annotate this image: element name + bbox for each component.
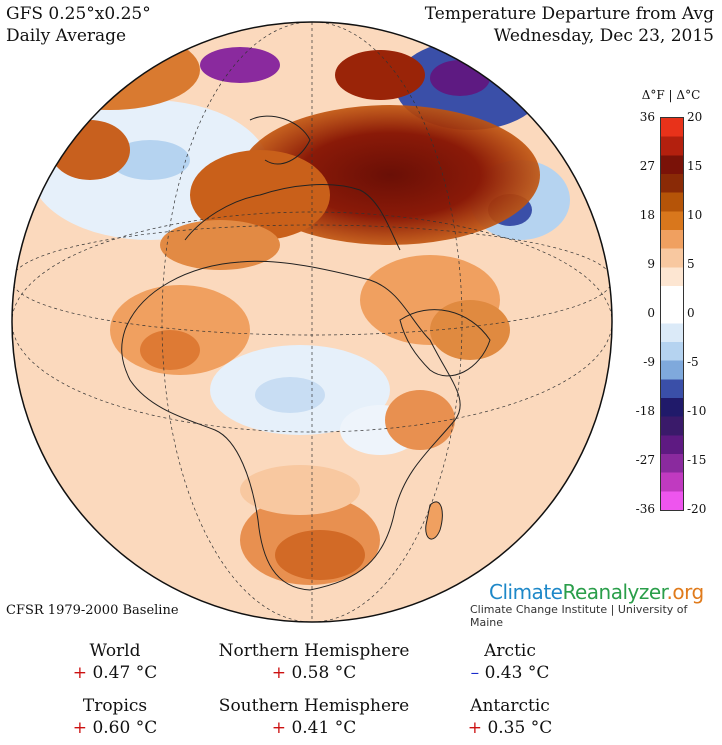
stat-value: 0.35 °C	[487, 718, 553, 738]
stat-label: Arctic	[484, 641, 536, 661]
header-right: Temperature Departure from Avg Wednesday…	[425, 3, 714, 47]
stat-sign: –	[470, 663, 480, 683]
stat-sign: +	[72, 663, 88, 683]
stat-tropics: Tropics + 0.60 °C	[65, 695, 165, 739]
header-left: GFS 0.25°x0.25° Daily Average	[6, 3, 151, 47]
stats-panel: World + 0.47 °C Northern Hemisphere + 0.…	[0, 640, 722, 740]
colorbar-title: Δ°F | Δ°C	[641, 88, 701, 102]
stat-sign: +	[72, 718, 88, 738]
baseline-label: CFSR 1979-2000 Baseline	[6, 603, 179, 618]
stat-value-row: + 0.58 °C	[214, 662, 414, 684]
stat-sh: Southern Hemisphere + 0.41 °C	[214, 695, 414, 739]
globe-surface	[12, 22, 612, 622]
period-label: Daily Average	[6, 26, 127, 46]
stat-sign: +	[271, 718, 287, 738]
stat-label: Southern Hemisphere	[218, 696, 410, 716]
brand-logo[interactable]: ClimateReanalyzer.org	[489, 580, 704, 604]
stat-sign: +	[271, 663, 287, 683]
stat-value-row: + 0.60 °C	[65, 717, 165, 739]
colorbar-tick-c: -10	[687, 404, 707, 418]
stat-value: 0.47 °C	[92, 663, 158, 683]
colorbar-tick-f: -18	[635, 404, 655, 418]
brand-subtitle: Climate Change Institute | University of…	[470, 603, 688, 629]
stat-value-row: + 0.35 °C	[460, 717, 560, 739]
map-date: Wednesday, Dec 23, 2015	[493, 26, 714, 46]
colorbar-tick-c: -15	[687, 453, 707, 467]
colorbar-tick-c: 15	[687, 159, 703, 173]
colorbar	[660, 117, 684, 511]
stat-label: World	[89, 641, 141, 661]
model-label: GFS 0.25°x0.25°	[6, 4, 151, 24]
colorbar-tick-f: 27	[639, 159, 655, 173]
colorbar-tick-f: 36	[639, 110, 655, 124]
colorbar-tick-c: -5	[687, 355, 699, 369]
stat-world: World + 0.47 °C	[65, 640, 165, 684]
colorbar-tick-c: 5	[687, 257, 695, 271]
stat-value: 0.58 °C	[291, 663, 357, 683]
stat-nh: Northern Hemisphere + 0.58 °C	[214, 640, 414, 684]
colorbar-tick-f: 18	[639, 208, 655, 222]
colorbar-tick-f: 9	[647, 257, 655, 271]
brand-part1: Climate	[489, 580, 563, 604]
stat-antarctic: Antarctic + 0.35 °C	[460, 695, 560, 739]
brand-part3: .org	[666, 580, 705, 604]
stat-value-row: + 0.47 °C	[65, 662, 165, 684]
colorbar-tick-f: -27	[635, 453, 655, 467]
colorbar-tick-c: 20	[687, 110, 703, 124]
colorbar-tick-c: -20	[687, 502, 707, 516]
stat-value-row: + 0.41 °C	[214, 717, 414, 739]
stat-label: Tropics	[82, 696, 148, 716]
stat-label: Antarctic	[470, 696, 550, 716]
stat-value: 0.60 °C	[92, 718, 158, 738]
stat-value-row: – 0.43 °C	[460, 662, 560, 684]
colorbar-tick-c: 10	[687, 208, 703, 222]
colorbar-tick-f: 0	[647, 306, 655, 320]
colorbar-tick-f: -36	[635, 502, 655, 516]
stat-label: Northern Hemisphere	[218, 641, 410, 661]
stat-value: 0.43 °C	[484, 663, 550, 683]
brand-part2: Reanalyzer	[562, 580, 667, 604]
stat-sign: +	[467, 718, 483, 738]
colorbar-tick-c: 0	[687, 306, 695, 320]
stat-value: 0.41 °C	[291, 718, 357, 738]
colorbar-tick-f: -9	[643, 355, 655, 369]
map-title: Temperature Departure from Avg	[424, 4, 714, 24]
stat-arctic: Arctic – 0.43 °C	[460, 640, 560, 684]
